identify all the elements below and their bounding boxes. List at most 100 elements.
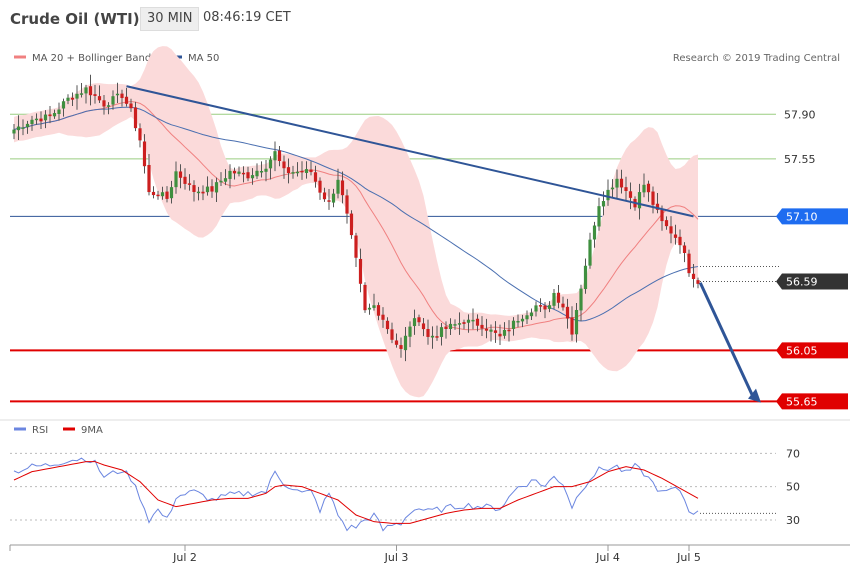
legend-label: 9MA xyxy=(81,425,103,436)
rsi-tick-label: 70 xyxy=(786,447,800,460)
candle-body xyxy=(187,183,192,185)
candle-body xyxy=(435,336,439,338)
candle-body xyxy=(165,191,169,199)
candle-body xyxy=(16,126,21,131)
candle-body xyxy=(448,323,453,330)
candle-body xyxy=(286,167,291,174)
candle-body xyxy=(624,187,628,192)
forecast-arrow-head xyxy=(748,388,761,403)
level-tag-support xyxy=(776,393,848,410)
candle-body xyxy=(534,305,538,312)
candle-body xyxy=(610,187,615,190)
candle-body xyxy=(678,236,682,246)
candle-body xyxy=(525,315,529,320)
candle-body xyxy=(579,288,583,311)
candle-body xyxy=(291,172,295,174)
candle-body xyxy=(48,114,52,117)
candle-body xyxy=(21,127,25,129)
candle-body xyxy=(498,333,502,337)
candle-body xyxy=(349,213,354,236)
candle-body xyxy=(196,191,201,194)
candle-body xyxy=(232,170,237,174)
candle-body xyxy=(601,201,606,207)
candle-body xyxy=(133,107,138,129)
x-axis-label: Jul 4 xyxy=(595,551,620,564)
candle-body xyxy=(268,159,273,169)
legend-label: MA 20 + Bollinger Bands xyxy=(32,53,156,64)
candle-body xyxy=(390,329,394,340)
candle-body xyxy=(664,220,669,227)
trendline xyxy=(126,85,694,218)
candle-body xyxy=(192,185,196,192)
candle-body xyxy=(340,180,345,196)
candle-body xyxy=(277,150,282,161)
candle-body xyxy=(484,328,489,331)
level-label: 57.90 xyxy=(784,108,816,121)
candle-body xyxy=(417,317,421,323)
candle-body xyxy=(637,192,642,209)
update-time: 08:46:19 CET xyxy=(203,10,291,25)
candle-body xyxy=(597,206,601,227)
candle-body xyxy=(124,96,129,104)
candle-body xyxy=(475,318,480,326)
candle-body xyxy=(615,178,619,188)
candle-body xyxy=(583,265,588,290)
candle-body xyxy=(84,87,88,94)
candle-body xyxy=(588,239,592,266)
candle-body xyxy=(313,172,318,182)
candle-body xyxy=(408,326,412,337)
level-tag-support xyxy=(776,342,848,359)
rsi-tick-label: 50 xyxy=(786,481,800,494)
candle-body xyxy=(264,168,268,172)
level-label: 57.10 xyxy=(786,210,818,223)
candle-body xyxy=(318,180,322,193)
candle-body xyxy=(682,245,687,254)
candle-body xyxy=(61,101,66,109)
candle-body xyxy=(376,305,381,316)
candle-body xyxy=(30,119,34,125)
candle-body xyxy=(304,169,309,173)
candle-body xyxy=(493,330,498,333)
candle-body xyxy=(70,97,75,100)
candle-body xyxy=(309,169,313,173)
candle-body xyxy=(592,225,597,240)
candle-body xyxy=(673,234,678,238)
instrument-title: Crude Oil (WTI) xyxy=(10,10,140,28)
interval-badge[interactable]: 30 MIN xyxy=(140,7,200,31)
candle-body xyxy=(547,305,552,309)
candle-body xyxy=(538,305,543,307)
candle-body xyxy=(489,329,493,332)
candle-body xyxy=(97,96,102,101)
candle-body xyxy=(502,329,507,336)
candle-body xyxy=(552,292,556,306)
candle-body xyxy=(471,319,475,322)
candle-body xyxy=(570,317,574,335)
candle-body xyxy=(241,172,246,175)
candle-body xyxy=(462,322,466,324)
candle-body xyxy=(300,170,304,173)
candle-body xyxy=(43,114,48,121)
chart-header: Crude Oil (WTI) 30 MIN 08:46:19 CET xyxy=(0,0,850,36)
candle-body xyxy=(174,171,178,188)
x-axis-label: Jul 3 xyxy=(384,551,409,564)
candle-body xyxy=(138,128,142,141)
candle-body xyxy=(322,192,327,200)
candle-body xyxy=(214,182,219,193)
candle-body xyxy=(381,314,385,320)
candle-body xyxy=(511,320,516,329)
candle-body xyxy=(543,305,547,310)
legend-label: RSI xyxy=(32,425,48,436)
candle-body xyxy=(102,100,106,107)
candle-body xyxy=(142,141,147,167)
rsi-tick-label: 30 xyxy=(786,514,800,527)
candle-body xyxy=(642,184,646,193)
level-label: 56.05 xyxy=(786,344,818,357)
candle-body xyxy=(619,178,624,188)
candle-body xyxy=(295,171,300,174)
rsi-legend: RSI 9MA xyxy=(14,425,103,436)
candle-body xyxy=(111,96,115,105)
legend-label: MA 50 xyxy=(188,53,219,64)
forecast-arrow-shaft xyxy=(698,282,755,398)
candle-body xyxy=(466,319,471,323)
